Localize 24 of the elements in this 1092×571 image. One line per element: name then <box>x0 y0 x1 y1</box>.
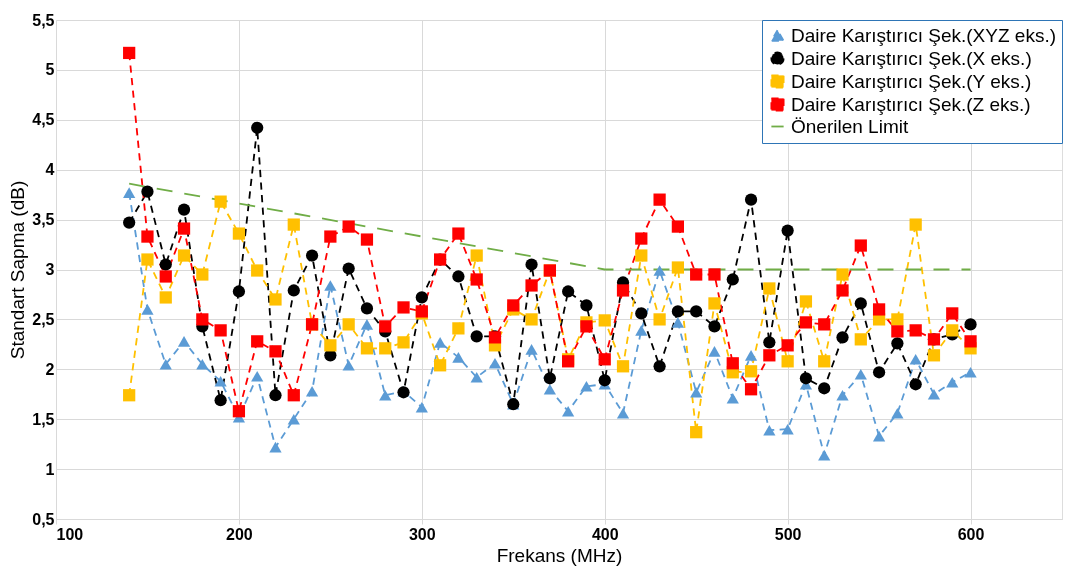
x-tick-label: 500 <box>774 525 802 543</box>
legend-label: Daire Karıştırıcı Şek.(X eks.) <box>791 47 1032 69</box>
x-tick-label: 600 <box>957 525 985 543</box>
y-tick-label: 3,5 <box>32 211 55 229</box>
y-tick-label: 3 <box>45 261 55 278</box>
legend-label: Daire Karıştırıcı Şek.(Y eks.) <box>791 70 1032 92</box>
y-axis-title: Standart Sapma (dB) <box>7 180 29 360</box>
x-tick-label: 200 <box>226 525 253 543</box>
y-tick-label: 4,5 <box>32 111 55 129</box>
x-tick-label: 400 <box>591 525 619 543</box>
y-tick-label: 5 <box>45 61 55 79</box>
y-tick-label: 1 <box>45 460 55 478</box>
x-tick-label: 300 <box>408 525 436 543</box>
x-tick-label: 100 <box>56 525 84 543</box>
y-tick-label: 4 <box>45 161 55 179</box>
y-tick-label: 0,5 <box>32 510 55 528</box>
legend-label: Daire Karıştırıcı Şek.(XYZ eks.) <box>791 24 1056 46</box>
legend-label: Önerilen Limit <box>791 115 909 137</box>
legend-label: Daire Karıştırıcı Şek.(Z eks.) <box>791 93 1031 115</box>
y-tick-label: 1,5 <box>32 410 55 428</box>
x-axis-title: Frekans (MHz) <box>496 544 623 566</box>
y-tick-label: 5,5 <box>32 11 55 29</box>
y-tick-label: 2,5 <box>32 310 55 328</box>
y-tick-label: 2 <box>45 360 55 378</box>
